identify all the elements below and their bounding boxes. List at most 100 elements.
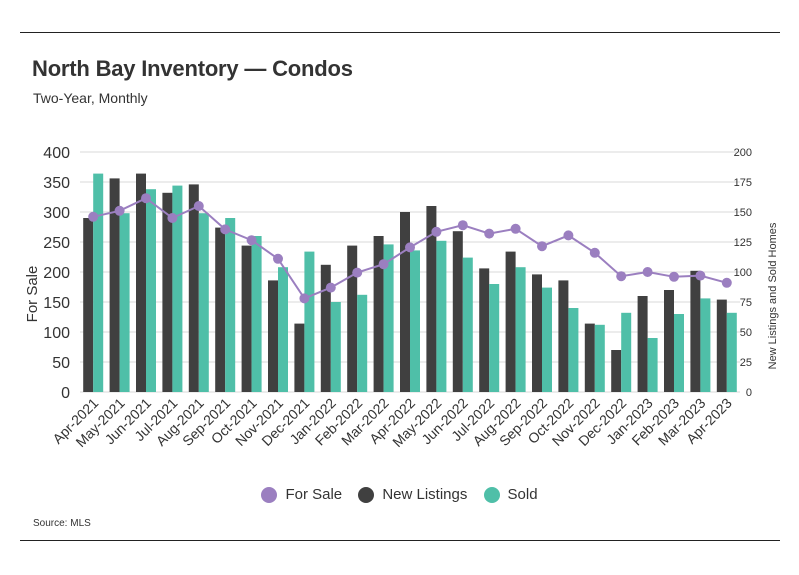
bar-sold: [251, 236, 262, 392]
point-for-sale: [510, 223, 521, 234]
y2-tick-label: 0: [746, 387, 752, 399]
point-for-sale: [167, 213, 178, 223]
bar-sold: [594, 324, 605, 392]
legend-label-for-sale: For Sale: [285, 485, 343, 503]
bar-new-listings: [637, 296, 648, 392]
legend-swatch-sold: [483, 486, 500, 503]
point-for-sale: [642, 267, 653, 277]
y2-tick-label: 75: [740, 297, 752, 309]
bar-new-listings: [136, 173, 146, 392]
point-for-sale: [616, 271, 627, 282]
bar-new-listings: [294, 323, 305, 392]
bar-new-listings: [215, 227, 226, 392]
bar-new-listings: [690, 270, 701, 392]
point-for-sale: [193, 201, 204, 211]
bar-sold: [330, 302, 341, 392]
bar-new-listings: [268, 280, 278, 392]
point-for-sale: [431, 226, 442, 237]
bar-sold: [436, 240, 447, 392]
legend-item-sold: Sold: [483, 486, 538, 503]
bar-sold: [278, 267, 288, 392]
bar-new-listings: [109, 178, 120, 392]
bar-new-listings: [162, 192, 173, 392]
bar-sold: [726, 312, 737, 392]
bar-new-listings: [452, 231, 463, 392]
point-for-sale: [589, 247, 600, 258]
point-for-sale: [220, 224, 231, 235]
legend-item-new-listings: New Listings: [358, 486, 467, 503]
legend-label-new-listings: New Listings: [382, 485, 468, 503]
bar-new-listings: [426, 206, 437, 392]
bar-new-listings: [373, 236, 384, 392]
y-tick-label: 350: [43, 175, 70, 192]
point-for-sale: [457, 220, 468, 231]
bar-sold: [146, 189, 156, 392]
y-tick-label: 250: [43, 235, 70, 252]
y2-tick-label: 200: [734, 147, 752, 159]
legend-item-for-sale: For Sale: [261, 486, 342, 503]
bar-sold: [489, 284, 500, 392]
bar-sold: [515, 267, 526, 392]
point-for-sale: [246, 235, 257, 246]
bar-sold: [674, 314, 684, 392]
top-rule: [20, 32, 780, 33]
y2-tick-label: 125: [734, 237, 752, 249]
point-for-sale: [88, 211, 99, 222]
bar-new-listings: [716, 299, 727, 392]
point-for-sale: [537, 241, 547, 252]
bar-new-listings: [664, 290, 674, 392]
bar-new-listings: [505, 251, 516, 392]
bar-new-listings: [558, 280, 569, 392]
bar-new-listings: [584, 323, 595, 392]
point-for-sale: [563, 230, 574, 241]
point-for-sale: [378, 259, 389, 270]
bar-sold: [93, 173, 104, 392]
bar-sold: [357, 294, 368, 392]
y-tick-label: 200: [43, 265, 70, 282]
bar-sold: [410, 250, 420, 392]
bar-new-listings: [83, 218, 94, 392]
bar-sold: [119, 213, 130, 392]
y-tick-label: 50: [52, 355, 70, 372]
legend-swatch-for-sale: [261, 486, 278, 503]
y2-tick-label: 25: [740, 357, 752, 369]
bar-sold: [462, 257, 473, 392]
point-for-sale: [721, 277, 732, 288]
bar-sold: [225, 218, 236, 392]
bar-new-listings: [188, 184, 199, 392]
y-tick-label: 100: [43, 325, 70, 342]
point-for-sale: [695, 270, 706, 281]
y-tick-label: 150: [43, 295, 70, 312]
point-for-sale: [352, 267, 363, 278]
bar-sold: [383, 244, 394, 392]
point-for-sale: [405, 242, 415, 253]
bar-sold: [621, 312, 632, 392]
legend-swatch-new-listings: [358, 486, 375, 503]
chart-subtitle: Two-Year, Monthly: [33, 90, 148, 106]
bar-sold: [542, 287, 552, 392]
bar-sold: [198, 213, 209, 392]
bar-new-listings: [347, 245, 358, 392]
bar-new-listings: [320, 264, 331, 392]
bar-sold: [304, 251, 315, 392]
y2-tick-label: 100: [734, 267, 752, 279]
bottom-rule: [20, 540, 780, 541]
y2-tick-label: 150: [734, 207, 752, 219]
chart-title: North Bay Inventory — Condos: [32, 56, 353, 81]
bar-sold: [172, 185, 183, 392]
bar-new-listings: [479, 268, 490, 392]
point-for-sale: [484, 228, 495, 239]
point-for-sale: [325, 282, 336, 293]
bar-new-listings: [400, 212, 410, 392]
point-for-sale: [141, 193, 151, 204]
y-tick-label: 300: [43, 205, 70, 222]
point-for-sale: [299, 293, 310, 304]
bar-new-listings: [532, 274, 542, 392]
source-note: Source: MLS: [33, 518, 91, 529]
bar-sold: [568, 308, 579, 392]
point-for-sale: [114, 205, 125, 216]
bar-sold: [647, 338, 658, 392]
y2-tick-label: 175: [734, 177, 752, 189]
bar-new-listings: [611, 350, 622, 392]
